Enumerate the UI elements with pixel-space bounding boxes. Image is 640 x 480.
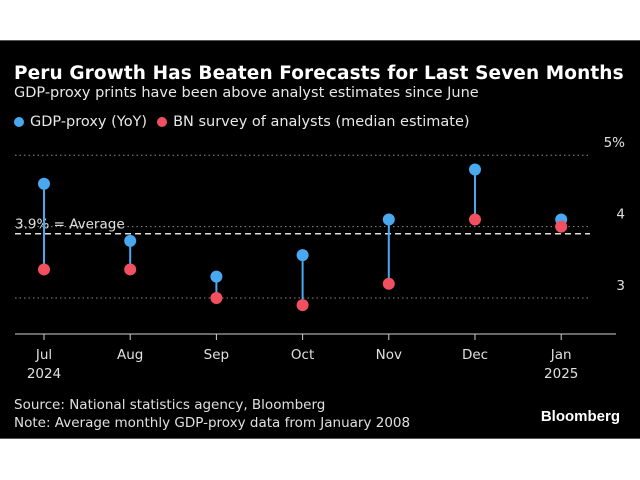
legend-label-gdp-proxy: GDP-proxy (YoY) — [30, 114, 148, 130]
legend-item-gdp-proxy: GDP-proxy (YoY) — [14, 114, 147, 130]
legend-dot-gdp-proxy-icon — [14, 117, 24, 127]
point-gdp-proxy-nov — [382, 213, 395, 226]
data-marks — [38, 163, 568, 312]
point-gdp-proxy-dec — [469, 163, 481, 176]
source-note: Source: National statistics agency, Bloo… — [14, 397, 326, 413]
bloomberg-logo: Bloomberg — [540, 408, 620, 425]
x-tick-label: Aug — [117, 347, 143, 363]
x-tick-label: Nov — [376, 347, 402, 363]
point-gdp-proxy-oct — [296, 249, 309, 262]
y-axis: 3 4 5% — [604, 135, 626, 294]
point-gdp-proxy-jul — [38, 177, 50, 190]
x-tick-label: Jul — [35, 347, 52, 363]
point-gdp-proxy-sep — [210, 270, 223, 283]
y-tick-label: 5% — [604, 135, 626, 151]
reference-line-group: 3.9% = Average — [15, 217, 590, 235]
point-analyst-estimate-jan — [555, 220, 568, 233]
footer: Source: National statistics agency, Bloo… — [14, 396, 410, 432]
x-tick-label: Dec — [462, 347, 488, 363]
point-analyst-estimate-nov — [382, 277, 395, 290]
legend-item-analyst-survey: BN survey of analysts (median estimate) — [157, 114, 470, 130]
legend-dot-analyst-survey-icon — [157, 117, 168, 127]
legend-label-analyst-survey: BN survey of analysts (median estimate) — [173, 114, 470, 130]
chart-title: Peru Growth Has Beaten Forecasts for Las… — [14, 63, 624, 84]
point-analyst-estimate-jul — [38, 263, 50, 276]
point-analyst-estimate-sep — [210, 292, 223, 304]
x-tick-label: Oct — [291, 347, 314, 363]
average-label: 3.9% = Average — [15, 217, 125, 233]
point-analyst-estimate-dec — [469, 213, 481, 226]
x-tick-label: Sep — [204, 347, 229, 363]
data-note: Note: Average monthly GDP-proxy data fro… — [14, 415, 411, 431]
chart-subtitle: GDP-proxy prints have been above analyst… — [14, 85, 479, 101]
x-tick-label: Jan — [550, 347, 572, 363]
x-tick-sublabel: 2024 — [27, 366, 61, 382]
point-gdp-proxy-aug — [124, 234, 137, 247]
point-analyst-estimate-aug — [124, 263, 137, 276]
point-analyst-estimate-oct — [296, 299, 309, 312]
y-tick-label: 4 — [616, 207, 625, 223]
x-axis: Jul 2024 Aug Sep Oct Nov Dec Jan 2025 — [15, 333, 616, 382]
legend: GDP-proxy (YoY) BN survey of analysts (m… — [14, 114, 480, 130]
y-tick-label: 3 — [616, 278, 625, 294]
x-tick-sublabel: 2025 — [544, 366, 578, 382]
chart-panel: Peru Growth Has Beaten Forecasts for Las… — [0, 40, 640, 439]
gridlines — [15, 154, 590, 299]
